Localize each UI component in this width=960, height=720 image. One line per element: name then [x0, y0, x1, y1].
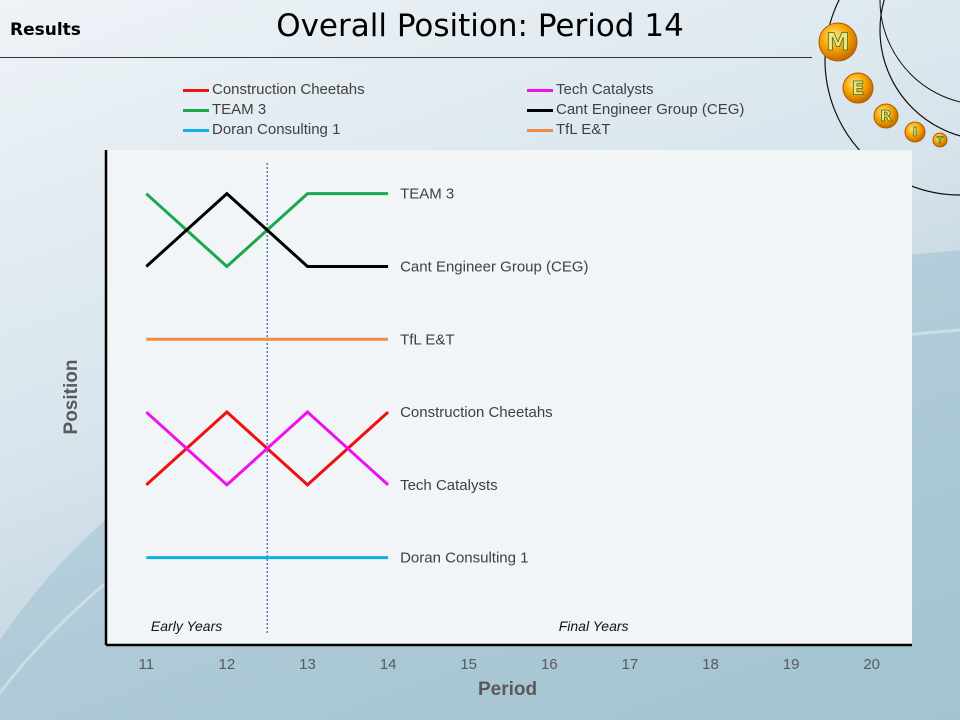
x-tick-label: 17	[622, 656, 639, 673]
region-annotation: Early Years	[151, 618, 222, 634]
x-tick-label: 13	[299, 656, 316, 673]
series-line-3	[145, 410, 390, 487]
legend-swatch	[183, 129, 209, 132]
series-line-4	[145, 191, 389, 268]
legend-swatch	[527, 109, 553, 112]
x-tick-label: 11	[139, 656, 155, 673]
logo-letter: T	[937, 136, 943, 146]
legend-swatch	[527, 89, 553, 92]
logo-letter: E	[852, 78, 865, 99]
logo-letter: M	[826, 28, 850, 56]
legend-label: TEAM 3	[212, 101, 267, 118]
x-tick-label: 20	[863, 656, 880, 673]
logo-orb	[932, 132, 948, 148]
merit-logo: M ER I T	[818, 22, 948, 148]
logo-letter: R	[880, 107, 892, 125]
page-title: Overall Position: Period 14	[276, 8, 684, 44]
series-end-label: TEAM 3	[400, 186, 454, 203]
legend-swatch	[183, 89, 209, 92]
x-tick-label: 14	[380, 656, 397, 673]
series-end-label: TfL E&T	[400, 331, 454, 348]
x-tick-label: 18	[702, 656, 719, 673]
x-axis-title: Period	[478, 679, 538, 700]
plot-area	[106, 150, 912, 645]
legend-label: Tech Catalysts	[556, 81, 654, 98]
series-end-label: Doran Consulting 1	[400, 550, 528, 567]
x-tick-label: 15	[460, 656, 477, 673]
x-tick-label: 16	[541, 656, 558, 673]
legend-label: Construction Cheetahs	[212, 81, 365, 98]
chart-legend: Construction Cheetahs TEAM 3 Doran Consult…	[0, 81, 960, 143]
logo-letter: I	[913, 124, 918, 139]
x-tick-label: 12	[219, 656, 236, 673]
logo-orb	[904, 121, 926, 143]
legend-label: Doran Consulting 1	[212, 121, 341, 138]
logo-orb	[818, 22, 858, 62]
legend-swatch	[183, 109, 209, 112]
legend-swatch	[527, 129, 553, 132]
series-end-label: Tech Catalysts	[400, 477, 498, 494]
logo-orb	[873, 103, 899, 129]
legend-label: TfL E&T	[556, 121, 611, 138]
series-end-label: Construction Cheetahs	[400, 404, 553, 421]
y-axis-title: Position	[61, 359, 82, 435]
title-divider	[0, 57, 812, 58]
decor-arc-2	[879, 0, 960, 137]
decor-arc-1	[824, 0, 960, 196]
series-end-label: Cant Engineer Group (CEG)	[400, 258, 588, 275]
legend-label: Cant Engineer Group (CEG)	[556, 101, 745, 118]
x-tick-label: 19	[783, 656, 800, 673]
logo-orb	[842, 72, 874, 104]
section-label: Results	[10, 20, 81, 40]
region-annotation: Final Years	[559, 618, 629, 634]
